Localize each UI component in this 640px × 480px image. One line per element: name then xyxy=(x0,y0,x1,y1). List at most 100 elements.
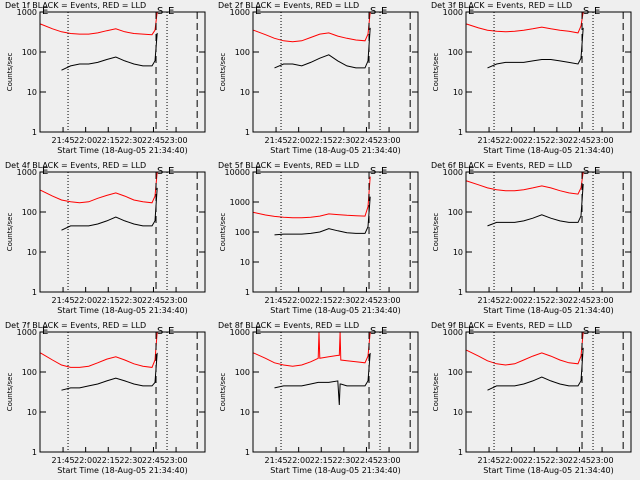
x-tick-label: 22:15 xyxy=(310,456,333,465)
y-tick-label: 10 xyxy=(240,408,250,417)
y-axis-label: Counts/sec xyxy=(219,53,227,92)
x-axis-label: Start Time (18-Aug-05 21:34:40) xyxy=(57,146,188,155)
x-axis-label: Start Time (18-Aug-05 21:34:40) xyxy=(57,466,188,475)
x-tick-label: 22:15 xyxy=(310,136,333,145)
x-axis-label: Start Time (18-Aug-05 21:34:40) xyxy=(483,146,614,155)
x-tick-label: 22:00 xyxy=(74,456,97,465)
y-axis-label: Counts/sec xyxy=(432,213,440,252)
plot-frame xyxy=(252,171,419,293)
y-tick-label: 10 xyxy=(240,258,250,267)
x-tick-label: 23:00 xyxy=(165,456,188,465)
data-line xyxy=(61,187,158,231)
y-tick-label: 10 xyxy=(27,88,37,97)
x-tick-label: 22:15 xyxy=(97,136,120,145)
data-line xyxy=(253,176,371,219)
x-tick-label: 22:30 xyxy=(119,296,142,305)
y-tick-label: 1000 xyxy=(443,8,463,17)
y-tick-label: 1 xyxy=(458,288,463,297)
y-tick-label: 1 xyxy=(245,448,250,457)
x-tick-label: 23:00 xyxy=(378,136,401,145)
x-tick-label: 22:30 xyxy=(119,136,142,145)
y-tick-label: 1 xyxy=(32,448,37,457)
x-tick-label: 22:30 xyxy=(119,456,142,465)
x-tick-label: 22:00 xyxy=(74,296,97,305)
y-axis-label: Counts/sec xyxy=(6,53,14,92)
y-tick-label: 10 xyxy=(240,88,250,97)
plot-frame xyxy=(252,331,419,453)
y-tick-label: 10 xyxy=(453,248,463,257)
y-tick-label: 10 xyxy=(27,248,37,257)
x-tick-label: 23:00 xyxy=(591,456,614,465)
data-line xyxy=(61,32,158,71)
y-tick-label: 1000 xyxy=(17,328,37,337)
x-tick-label: 23:00 xyxy=(591,296,614,305)
x-tick-label: 22:15 xyxy=(523,136,546,145)
x-axis-label: Start Time (18-Aug-05 21:34:40) xyxy=(483,466,614,475)
y-tick-label: 100 xyxy=(22,48,37,57)
y-tick-label: 1 xyxy=(458,448,463,457)
x-tick-label: 22:15 xyxy=(523,456,546,465)
data-line xyxy=(40,11,158,36)
x-axis-label: Start Time (18-Aug-05 21:34:40) xyxy=(483,306,614,315)
data-line xyxy=(487,27,584,69)
plot-frame xyxy=(252,11,419,133)
data-line xyxy=(274,196,371,236)
chart-title: Det 9f BLACK = Events, RED = LLD xyxy=(431,321,572,330)
plot-frame xyxy=(465,11,632,133)
x-tick-label: 22:00 xyxy=(74,136,97,145)
x-tick-label: 21:45 xyxy=(52,456,75,465)
x-tick-label: 22:30 xyxy=(332,136,355,145)
y-tick-label: 100 xyxy=(22,368,37,377)
y-tick-label: 1 xyxy=(458,128,463,137)
x-tick-label: 22:15 xyxy=(523,296,546,305)
plot-frame xyxy=(465,331,632,453)
plot-frame xyxy=(465,171,632,293)
x-axis-label: Start Time (18-Aug-05 21:34:40) xyxy=(270,466,401,475)
chart-title: Det 8f BLACK = Events, RED = LLD xyxy=(218,321,359,330)
plot-frame xyxy=(39,171,206,293)
x-tick-label: 23:00 xyxy=(165,296,188,305)
x-tick-label: 22:45 xyxy=(355,136,378,145)
chart-title: Det 6f BLACK = Events, RED = LLD xyxy=(431,161,572,170)
data-line xyxy=(253,11,371,43)
x-tick-label: 22:30 xyxy=(332,296,355,305)
x-axis-label: Start Time (18-Aug-05 21:34:40) xyxy=(270,306,401,315)
x-tick-label: 23:00 xyxy=(591,136,614,145)
y-axis-label: Counts/sec xyxy=(219,373,227,412)
y-tick-label: 100 xyxy=(448,48,463,57)
plot-frame xyxy=(39,11,206,133)
x-tick-label: 22:15 xyxy=(310,296,333,305)
y-tick-label: 1000 xyxy=(230,328,250,337)
x-tick-label: 22:30 xyxy=(545,136,568,145)
chart-title: Det 2f BLACK = Events, RED = LLD xyxy=(218,1,359,10)
x-tick-label: 22:00 xyxy=(287,456,310,465)
x-tick-label: 21:45 xyxy=(52,296,75,305)
y-tick-label: 1000 xyxy=(230,198,250,207)
x-tick-label: 22:30 xyxy=(545,296,568,305)
y-axis-label: Counts/sec xyxy=(432,373,440,412)
y-tick-label: 10 xyxy=(453,88,463,97)
data-line xyxy=(274,352,371,406)
x-tick-label: 22:00 xyxy=(500,456,523,465)
x-tick-label: 22:45 xyxy=(568,296,591,305)
data-line xyxy=(61,352,158,391)
x-axis-label: Start Time (18-Aug-05 21:34:40) xyxy=(57,306,188,315)
x-tick-label: 21:45 xyxy=(52,136,75,145)
x-tick-label: 22:30 xyxy=(332,456,355,465)
y-tick-label: 100 xyxy=(448,208,463,217)
y-tick-label: 100 xyxy=(235,228,250,237)
x-tick-label: 21:45 xyxy=(478,456,501,465)
y-axis-label: Counts/sec xyxy=(432,53,440,92)
x-tick-label: 22:15 xyxy=(97,456,120,465)
y-tick-label: 100 xyxy=(235,48,250,57)
y-tick-label: 1 xyxy=(32,288,37,297)
y-tick-label: 1000 xyxy=(443,328,463,337)
data-line xyxy=(466,11,584,34)
data-line xyxy=(40,171,158,204)
data-line xyxy=(253,331,371,367)
x-tick-label: 23:00 xyxy=(378,456,401,465)
x-tick-label: 22:15 xyxy=(97,296,120,305)
plot-frame xyxy=(39,331,206,453)
data-line xyxy=(274,27,371,69)
